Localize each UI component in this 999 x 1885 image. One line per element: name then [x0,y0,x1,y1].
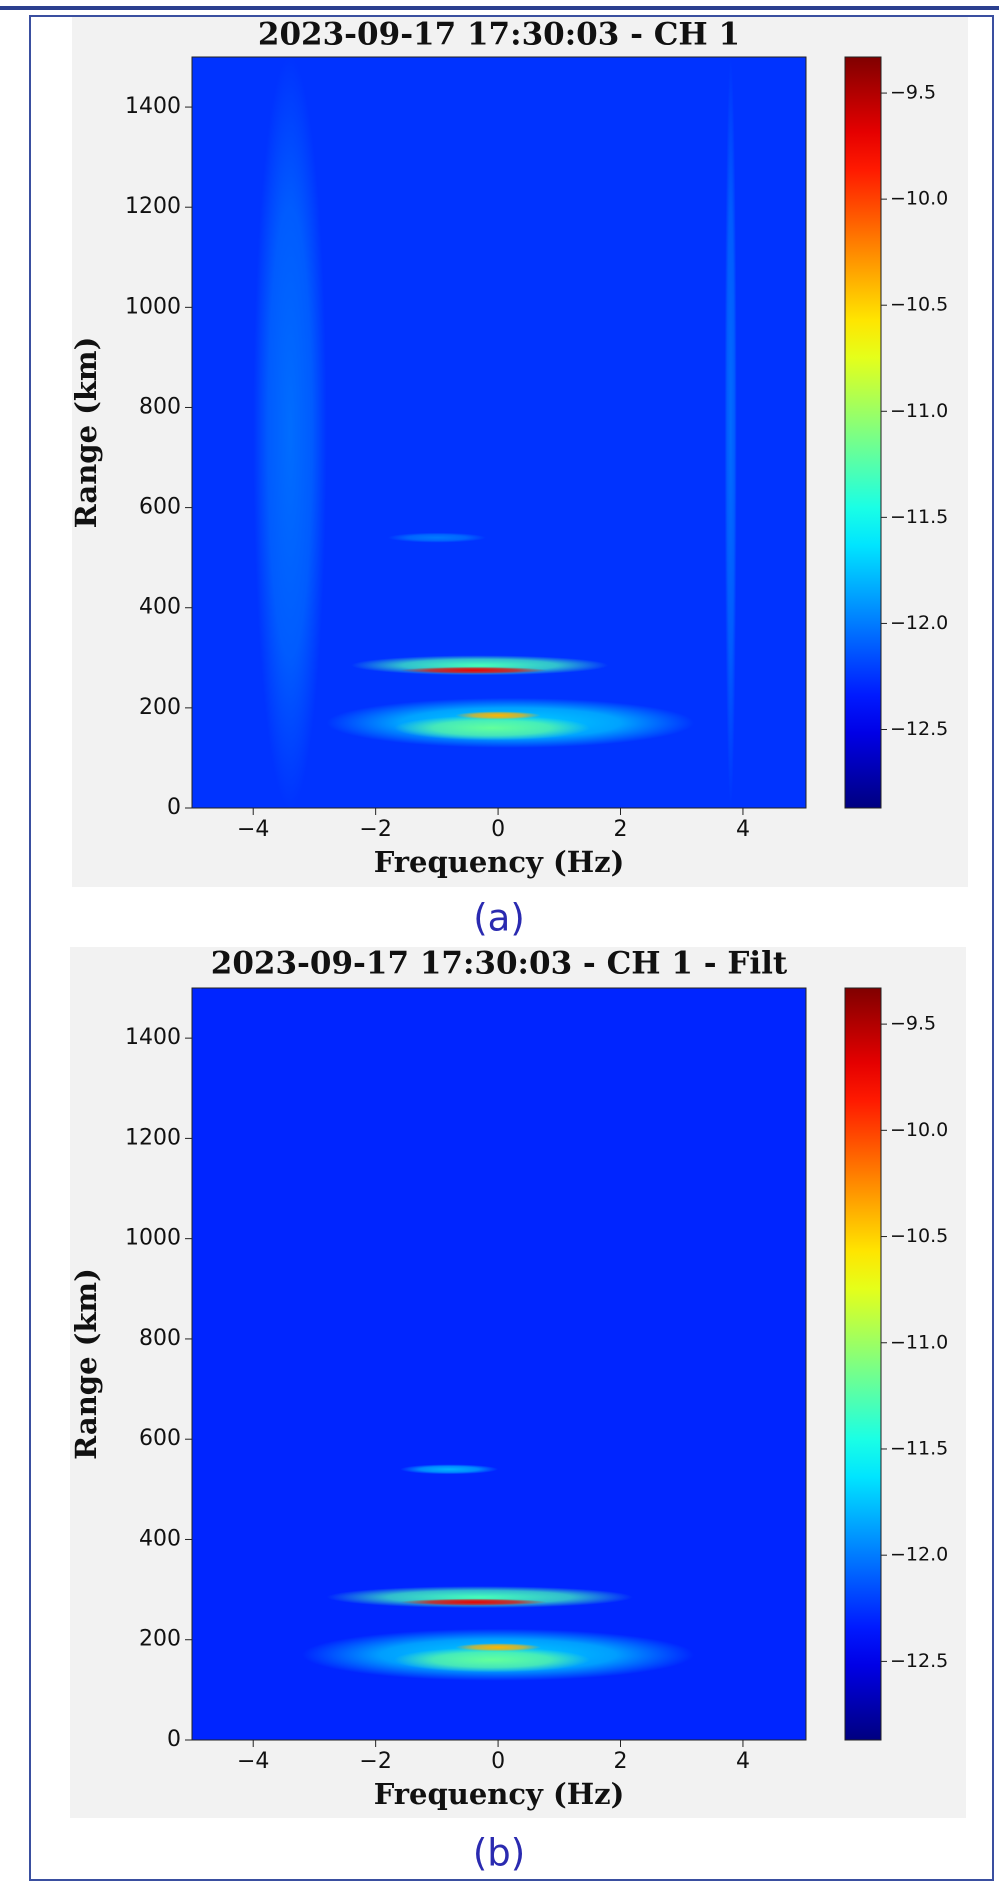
plot-border [191,56,807,809]
colorbar-tick-label: −10.0 [890,188,948,210]
x-tick-label: 2 [614,1749,628,1774]
chart-title: 2023-09-17 17:30:03 - CH 1 - Filt [211,946,788,982]
hotspot [455,1643,541,1652]
colorbar-tick-label: −12.5 [890,1650,948,1672]
x-tick-label: −2 [359,1749,391,1774]
colorbar-tick-label: −11.0 [890,400,948,422]
x-tick-label: 4 [736,817,750,842]
hotspot [400,1598,548,1606]
hotspot [394,1647,590,1673]
colorbar-tick-label: −12.0 [890,612,948,634]
x-axis-label: Frequency (Hz) [374,1777,625,1811]
colorbar-tick-label: −10.0 [890,1119,948,1141]
y-tick-label: 400 [139,595,181,620]
y-tick-label: 800 [139,394,181,419]
y-tick-label: 800 [139,1326,181,1351]
x-tick-label: 4 [736,1749,750,1774]
colorbar-tick-label: −12.5 [890,718,948,740]
colorbar-tick-label: −9.5 [890,82,936,104]
hotspot [253,57,327,808]
x-tick-label: 0 [491,1749,505,1774]
plot-border [191,987,807,1741]
x-tick-label: −2 [359,817,391,842]
colorbar-tick-label: −10.5 [890,294,948,316]
colorbar-tick-label: −9.5 [890,1013,936,1035]
y-tick-label: 200 [139,695,181,720]
y-tick-label: 0 [167,1727,181,1752]
hotspot [400,1464,499,1475]
hotspot [394,715,590,741]
x-tick-label: −4 [237,817,269,842]
colorbar-tick-label: −11.0 [890,1331,948,1353]
heatmap [192,988,806,1740]
colorbar-tick-label: −10.5 [890,1225,948,1247]
y-tick-label: 600 [139,1426,181,1451]
y-tick-label: 400 [139,1526,181,1551]
y-axis-label: Range (km) [69,1268,103,1460]
y-tick-label: 1200 [125,194,181,219]
hotspot [724,57,737,808]
colorbar-tick-label: −11.5 [890,1437,948,1459]
hotspot [455,711,541,720]
y-tick-label: 1000 [125,1226,181,1251]
caption: (a) [473,897,525,940]
x-tick-label: 2 [614,817,628,842]
y-axis-label: Range (km) [69,337,103,529]
colorbar [844,987,882,1741]
colorbar-tick-label: −11.5 [890,506,948,528]
x-tick-label: −4 [237,1749,269,1774]
y-tick-label: 600 [139,495,181,520]
y-tick-label: 0 [167,795,181,820]
chart-title: 2023-09-17 17:30:03 - CH 1 [258,17,740,53]
y-tick-label: 1400 [125,94,181,119]
y-tick-label: 1000 [125,294,181,319]
y-tick-label: 200 [139,1627,181,1652]
hotspot [400,666,548,674]
heatmap-background [192,988,806,1740]
colorbar-tick-label: −12.0 [890,1544,948,1566]
y-tick-label: 1400 [125,1025,181,1050]
colorbar [844,56,882,809]
caption: (b) [473,1832,525,1875]
y-tick-label: 1200 [125,1125,181,1150]
heatmap [192,57,806,808]
hotspot [387,532,486,543]
x-axis-label: Frequency (Hz) [374,845,625,879]
x-tick-label: 0 [491,817,505,842]
